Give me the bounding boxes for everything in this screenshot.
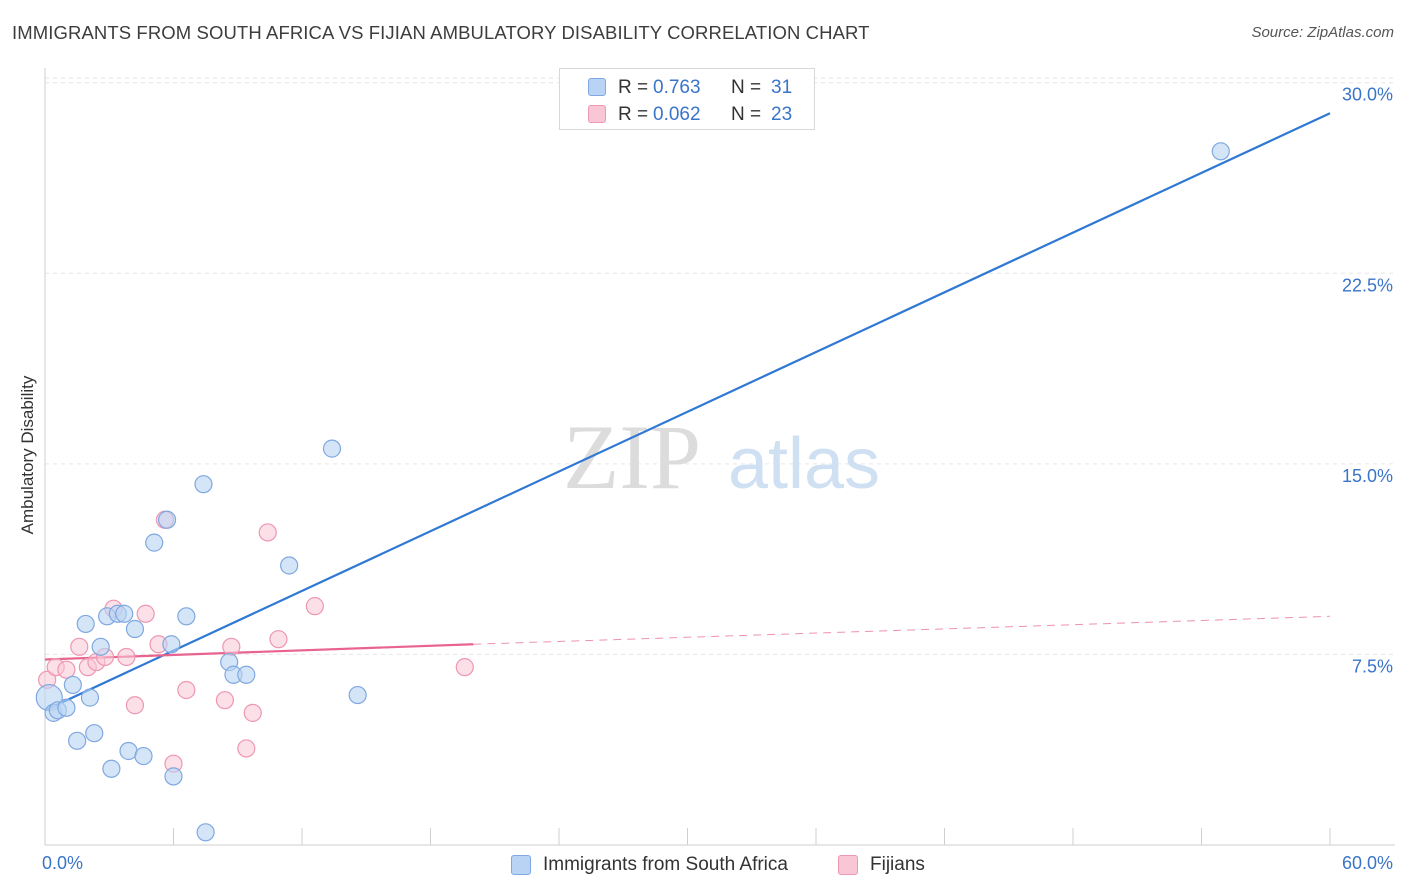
x-tick-label: 0.0% [42, 853, 83, 873]
point-south-africa [57, 698, 76, 717]
point-south-africa [68, 731, 87, 750]
point-south-africa [280, 556, 299, 575]
point-south-africa [134, 746, 153, 766]
x-tick-label: 60.0% [1342, 853, 1393, 873]
point-fijians [305, 597, 324, 616]
legend-swatch-blue [511, 855, 531, 875]
watermark-zip: ZIP [563, 406, 701, 508]
point-south-africa [162, 635, 181, 654]
point-fijians [57, 660, 76, 679]
point-south-africa [102, 759, 121, 778]
point-fijians [455, 658, 474, 677]
point-fijians [125, 696, 145, 715]
axes [44, 68, 1395, 846]
point-fijians [117, 647, 136, 667]
n-value: 31 [771, 77, 793, 98]
point-fijians [136, 604, 155, 623]
r-value: 0.062 [653, 104, 701, 125]
point-south-africa [125, 619, 145, 639]
y-tick-label: 7.5% [1352, 656, 1393, 676]
point-fijians [258, 523, 277, 542]
r-label: R = [618, 77, 649, 98]
y-tick-label: 15.0% [1342, 466, 1393, 486]
trend-lines [44, 112, 1331, 712]
n-label: N = [731, 104, 762, 125]
scatter-points [35, 142, 1230, 842]
point-south-africa [115, 604, 134, 623]
point-south-africa [164, 767, 183, 786]
point-south-africa [237, 665, 256, 684]
legend-swatch-pink [588, 105, 606, 123]
point-fijians [70, 637, 89, 656]
r-value: 0.763 [653, 77, 701, 98]
point-fijians [243, 703, 262, 722]
point-south-africa [80, 688, 100, 707]
stats-legend: R = 0.763 N = 31 R = 0.062 N = 23 [559, 68, 815, 130]
legend-swatch-pink [838, 855, 858, 875]
point-fijians [237, 739, 256, 758]
point-south-africa [157, 510, 177, 529]
point-fijians [215, 691, 234, 710]
n-label: N = [731, 77, 762, 98]
point-fijians [269, 630, 288, 649]
point-south-africa [348, 685, 367, 705]
trend-line-fijians-extrapolated [473, 615, 1331, 645]
trend-line-south-africa [44, 112, 1331, 712]
point-south-africa [177, 607, 196, 626]
point-south-africa [91, 637, 110, 656]
watermark-atlas: atlas [728, 424, 880, 504]
legend-label: Fijians [870, 854, 925, 875]
legend-label: Immigrants from South Africa [543, 854, 788, 875]
point-south-africa [63, 675, 82, 695]
chart-title: IMMIGRANTS FROM SOUTH AFRICA VS FIJIAN A… [12, 22, 870, 43]
trend-line-fijians [44, 643, 474, 661]
point-fijians [177, 680, 196, 700]
gridlines [45, 77, 1395, 655]
tick-labels: 7.5% 15.0% 22.5% 30.0% 0.0% 60.0% [42, 85, 1393, 873]
y-tick-label: 22.5% [1342, 275, 1393, 295]
r-label: R = [618, 104, 649, 125]
y-tick-label: 30.0% [1342, 85, 1393, 105]
point-south-africa [145, 533, 164, 552]
legend-swatch-blue [588, 78, 606, 96]
point-south-africa [1211, 142, 1230, 161]
point-fijians [222, 637, 241, 656]
point-south-africa [76, 614, 95, 634]
source-credit: Source: ZipAtlas.com [1251, 24, 1394, 41]
point-south-africa [194, 475, 213, 494]
point-south-africa [322, 439, 342, 458]
n-value: 23 [771, 104, 793, 125]
y-axis-label: Ambulatory Disability [18, 375, 37, 535]
point-south-africa [196, 823, 215, 842]
point-south-africa [85, 724, 104, 743]
